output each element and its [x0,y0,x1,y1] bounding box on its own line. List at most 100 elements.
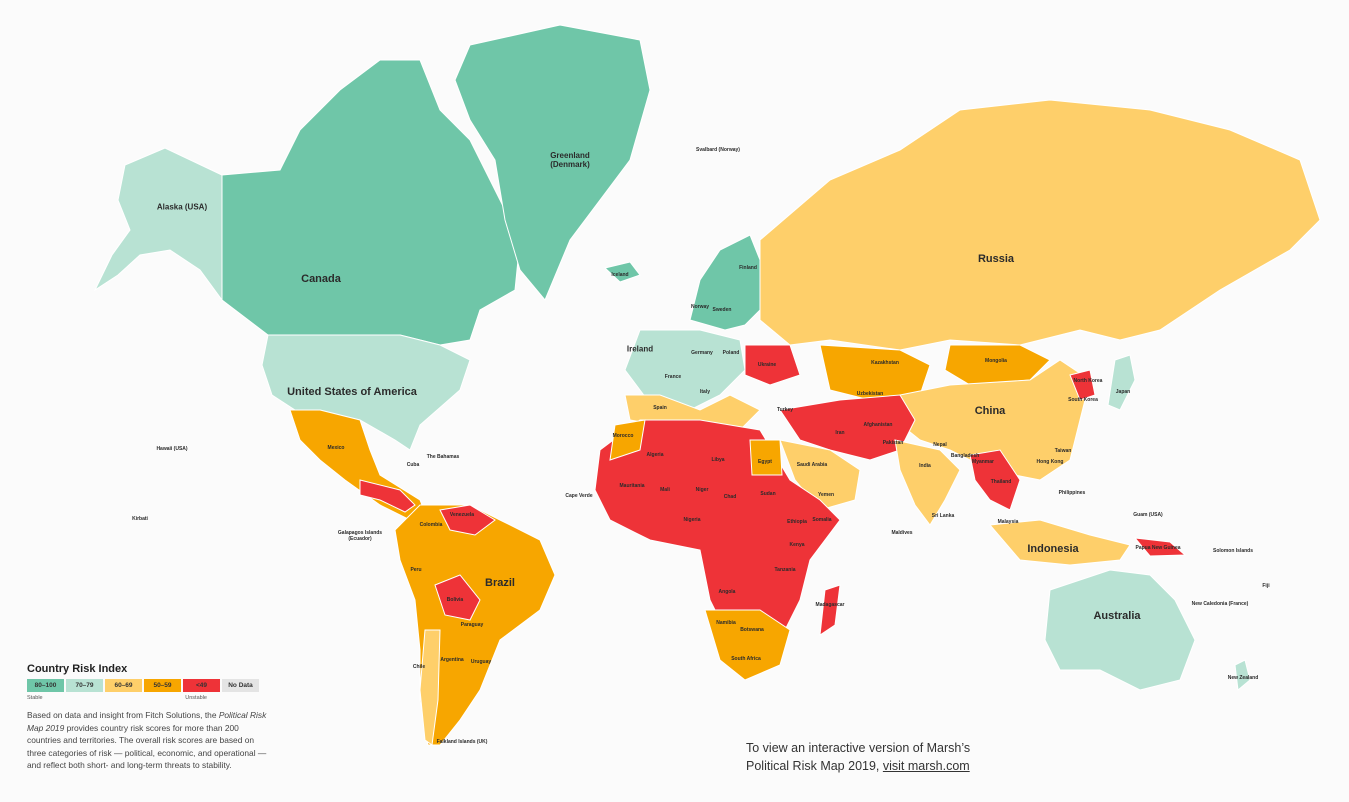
map-label: Argentina [440,657,464,663]
map-label: Maldives [891,530,913,536]
map-label: Namibia [716,620,736,626]
region-western-europe[interactable] [624,329,746,411]
region-indonesia[interactable] [988,519,1131,566]
map-label: Botswana [740,627,764,633]
region-russia[interactable] [759,99,1321,351]
map-label: Canada [301,273,341,285]
map-label: Russia [977,253,1015,265]
legend-title: Country Risk Index [27,663,128,675]
map-label: Ireland [626,344,654,354]
map-label: Cuba [406,462,420,468]
map-label: Mexico [327,445,345,451]
legend-swatches: 80–100 70–79 60–69 50–59 <49 No Data [27,679,277,692]
legend-swatch-70-79: 70–79 [66,679,103,692]
map-label: Mali [660,487,670,493]
map-label: Kazakhstan [871,360,899,366]
map-label: Fiji [1262,583,1270,589]
map-label: Italy [699,389,711,395]
map-label: Svalbard (Norway) [696,147,740,153]
map-label: Peru [410,567,422,573]
map-label: Pakistan [882,440,904,446]
region-usa[interactable] [261,334,471,451]
map-label: Mauritania [619,483,645,489]
region-ukraine[interactable] [744,344,801,386]
map-label: Sri Lanka [931,513,955,519]
region-egypt[interactable] [749,439,783,476]
map-label: Turkey [776,407,794,413]
region-papua-new-guinea[interactable] [1133,537,1187,557]
map-label: Malaysia [997,519,1019,525]
map-label: New Caledonia (France) [1191,601,1249,607]
region-india[interactable] [894,439,961,526]
region-venezuela[interactable] [439,504,496,536]
region-japan[interactable] [1107,354,1136,411]
map-label: Algeria [646,452,664,458]
marsh-link[interactable]: visit marsh.com [882,759,970,773]
map-label: Iran [835,430,845,436]
region-iceland[interactable] [603,261,641,283]
map-label: Norway [690,304,710,310]
map-label: Australia [1093,610,1141,622]
map-label: Afghanistan [863,422,893,428]
legend-stable-label: Stable [27,695,43,701]
map-label: Poland [722,350,740,356]
map-label: Morocco [612,433,634,439]
region-australia[interactable] [1044,569,1196,691]
region-morocco[interactable] [609,419,646,461]
map-label: Iceland [611,272,629,278]
map-label: Hong Kong [1036,459,1064,465]
cta-line-2: Political Risk Map 2019, [746,759,883,773]
region-southeast-asia[interactable] [969,449,1021,511]
map-label: The Bahamas [426,454,460,460]
map-label: Cape Verde [565,493,593,499]
region-north-korea[interactable] [1069,369,1096,401]
map-label: Bangladesh [950,453,980,459]
region-bolivia[interactable] [434,574,481,621]
cta-line-1: To view an interactive version of Marsh’… [746,741,971,755]
map-label: Taiwan [1054,448,1072,454]
region-new-zealand[interactable] [1234,659,1251,691]
region-arabia[interactable] [779,439,861,511]
region-alaska[interactable] [93,147,223,302]
region-chile[interactable] [419,629,441,746]
region-china[interactable] [894,359,1091,481]
map-label: Nigeria [683,517,701,523]
map-label: Spain [653,405,667,411]
legend-unstable-label: Unstable [185,695,207,701]
legend-swatch-60-69: 60–69 [105,679,142,692]
map-label: Falkland Islands (UK) [436,739,488,745]
map-label: South Korea [1068,397,1098,403]
map-label: Guam (USA) [1133,512,1163,518]
region-greenland[interactable] [454,24,651,301]
map-label: Kenya [789,542,805,548]
map-label: Philippines [1058,490,1086,496]
region-madagascar[interactable] [819,584,841,637]
description-text: Based on data and insight from Fitch Sol… [27,710,219,720]
description-italic: Political Risk Map 2019 [27,710,267,733]
legend-swatch-under-49: <49 [183,679,220,692]
map-label: United States of America [287,386,417,398]
map-label: Japan [1115,389,1131,395]
legend-swatch-no-data: No Data [222,679,259,692]
map-label: Sweden [712,307,732,313]
map-label: North Korea [1073,378,1103,384]
region-southern-africa[interactable] [704,609,791,681]
map-label: Indonesia [1027,543,1079,555]
map-label: Ukraine [757,362,777,368]
map-label: Angola [718,589,736,595]
map-label: Galapagos Islands (Ecuador) [337,530,383,542]
map-label: Germany [691,350,713,356]
legend-swatch-50-59: 50–59 [144,679,181,692]
map-label: Libya [711,457,725,463]
legend-description: Based on data and insight from Fitch Sol… [27,709,272,772]
region-scandinavia[interactable] [689,234,761,331]
map-label: Colombia [419,522,443,528]
region-africa[interactable] [594,419,841,661]
map-label: Paraguay [460,622,484,628]
map-label: Yemen [817,492,835,498]
map-label: Tanzania [774,567,796,573]
map-label: Sudan [760,491,776,497]
map-label: Somalia [812,517,832,523]
region-central-america-red[interactable] [359,479,416,513]
